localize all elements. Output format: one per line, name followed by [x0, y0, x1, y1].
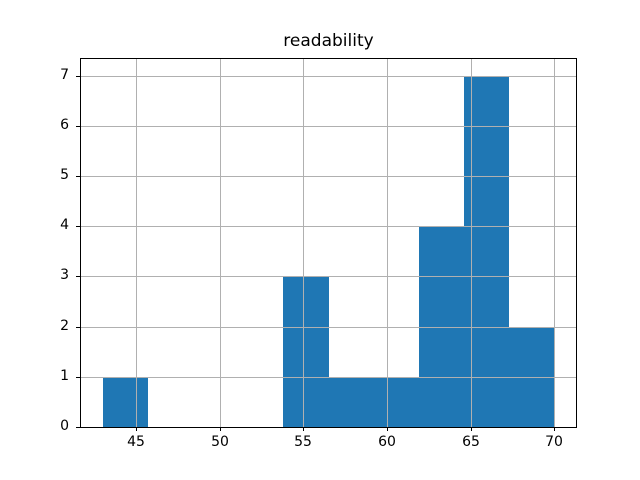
y-gridline — [80, 327, 577, 328]
x-tick-mark — [554, 427, 555, 431]
y-tick-label: 1 — [60, 368, 69, 384]
x-gridline — [471, 58, 472, 427]
y-tick-label: 6 — [60, 117, 69, 133]
y-gridline — [80, 377, 577, 378]
y-tick-mark — [76, 126, 80, 127]
x-tick-label: 50 — [211, 434, 229, 450]
y-tick-label: 0 — [60, 418, 69, 434]
y-tick-label: 7 — [60, 67, 69, 83]
histogram-bar — [374, 377, 419, 427]
y-gridline — [80, 427, 577, 428]
y-tick-mark — [76, 327, 80, 328]
x-tick-label: 45 — [127, 434, 145, 450]
y-tick-mark — [76, 226, 80, 227]
x-tick-label: 55 — [294, 434, 312, 450]
x-tick-mark — [303, 427, 304, 431]
x-gridline — [220, 58, 221, 427]
x-tick-label: 60 — [378, 434, 396, 450]
y-tick-mark — [76, 176, 80, 177]
histogram-bar — [283, 276, 329, 427]
chart-title: readability — [283, 31, 374, 51]
x-gridline — [387, 58, 388, 427]
histogram-bar — [329, 377, 374, 427]
y-tick-label: 5 — [60, 167, 69, 183]
x-tick-label: 70 — [545, 434, 563, 450]
histogram-bar — [419, 226, 464, 427]
y-gridline — [80, 176, 577, 177]
y-tick-label: 2 — [60, 318, 69, 334]
y-gridline — [80, 76, 577, 77]
x-tick-mark — [471, 427, 472, 431]
y-tick-mark — [76, 427, 80, 428]
x-tick-mark — [220, 427, 221, 431]
x-tick-label: 65 — [462, 434, 480, 450]
x-tick-mark — [136, 427, 137, 431]
y-gridline — [80, 226, 577, 227]
y-gridline — [80, 126, 577, 127]
x-gridline — [136, 58, 137, 427]
x-gridline — [554, 58, 555, 427]
x-tick-mark — [387, 427, 388, 431]
y-tick-mark — [76, 276, 80, 277]
histogram-bar — [103, 377, 148, 427]
y-tick-label: 4 — [60, 217, 69, 233]
y-tick-label: 3 — [60, 267, 69, 283]
y-tick-mark — [76, 377, 80, 378]
y-tick-mark — [76, 76, 80, 77]
y-gridline — [80, 276, 577, 277]
x-gridline — [303, 58, 304, 427]
